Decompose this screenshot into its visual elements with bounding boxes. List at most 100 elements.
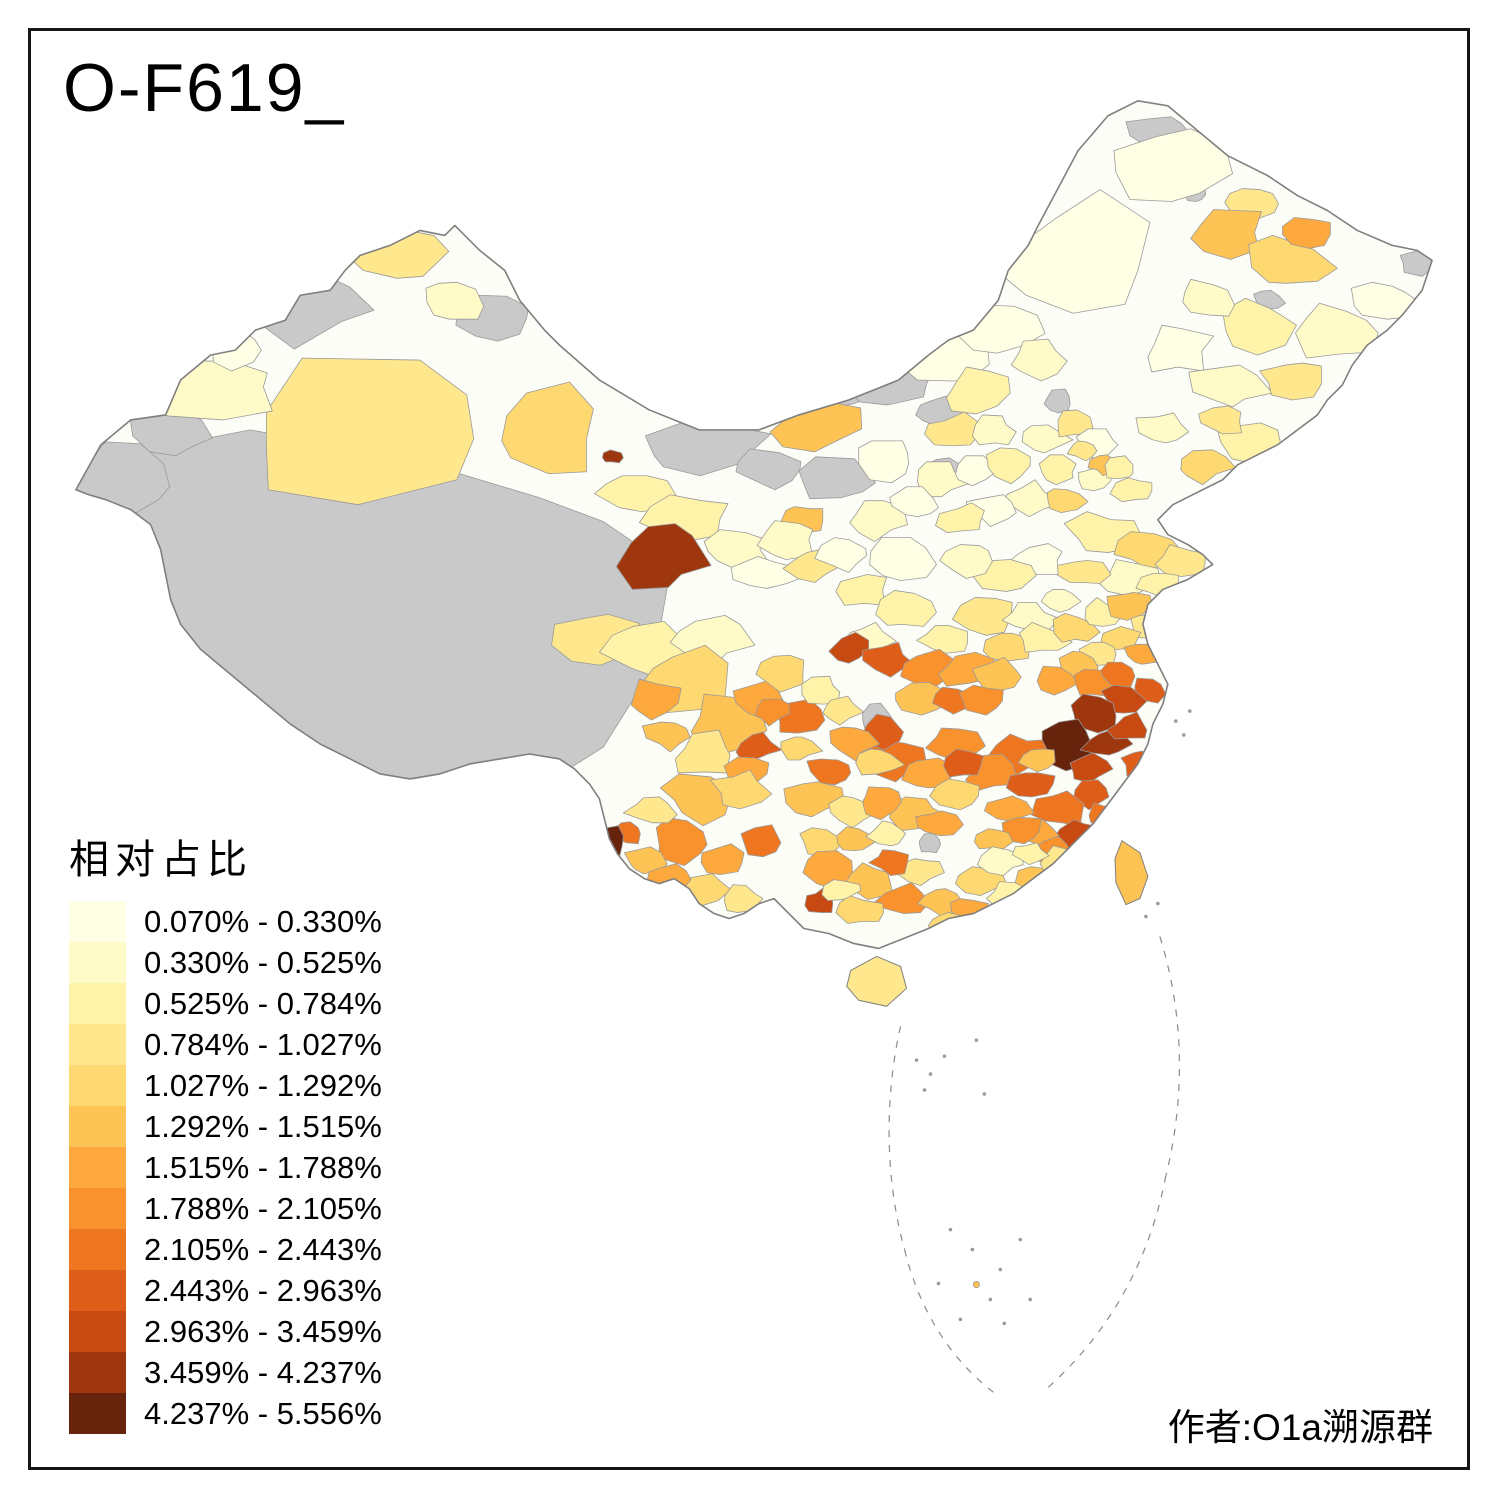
- prefecture-region: [1040, 589, 1082, 613]
- prefecture-region: [674, 729, 731, 774]
- prefecture-region: [868, 849, 909, 877]
- islet-dot: [928, 1072, 933, 1076]
- hainan-island: [846, 955, 908, 1007]
- china-choropleth-map: [75, 100, 1433, 1393]
- legend-label: 2.443% - 2.963%: [144, 1272, 382, 1308]
- legend-title: 相对占比: [69, 838, 253, 882]
- legend-swatch: [69, 1311, 126, 1352]
- islet-dot: [974, 1038, 979, 1042]
- prefecture-region: [806, 758, 852, 786]
- islet-dot: [1181, 733, 1186, 737]
- legend-label: 2.963% - 3.459%: [144, 1313, 382, 1349]
- legend-label: 4.237% - 5.556%: [144, 1395, 382, 1431]
- prefecture-region: [855, 748, 905, 776]
- legend-label: 0.525% - 0.784%: [144, 985, 382, 1021]
- prefecture-region: [1005, 772, 1056, 798]
- prefecture-region: [425, 281, 485, 320]
- prefecture-region: [615, 523, 712, 590]
- islet-dot: [948, 1227, 953, 1232]
- legend-item: 1.515% - 1.788%: [69, 1147, 382, 1188]
- prefecture-region: [939, 544, 993, 579]
- prefecture-region: [1182, 278, 1236, 317]
- islands: [846, 839, 1149, 1007]
- prefecture-region: [916, 624, 968, 654]
- prefecture-region: [1104, 455, 1134, 480]
- prefecture-region: [780, 736, 824, 761]
- author-credit: 作者:O1a溯源群: [1167, 1407, 1433, 1448]
- dashed-maritime-line: [903, 1249, 994, 1393]
- prefecture-region: [1036, 665, 1079, 696]
- legend-item: 1.027% - 1.292%: [69, 1065, 382, 1106]
- prefecture-region: [1014, 866, 1062, 897]
- prefecture-region: [755, 654, 805, 693]
- legend-swatch: [69, 1352, 126, 1393]
- prefecture-region: [862, 641, 910, 678]
- prefecture-region: [869, 537, 937, 581]
- prefecture-region: [1106, 592, 1154, 621]
- legend-swatch: [69, 942, 126, 983]
- prefecture-region: [136, 360, 273, 421]
- prefecture-region: [1190, 209, 1262, 260]
- legend-item: 0.330% - 0.525%: [69, 942, 382, 983]
- prefecture-region: [735, 731, 783, 762]
- islet-dot: [914, 1058, 919, 1062]
- legend-swatch: [69, 1393, 126, 1434]
- islet-dot: [1187, 709, 1192, 713]
- legend-item: 0.070% - 0.330%: [69, 901, 382, 942]
- prefecture-region-nodata: [639, 887, 674, 910]
- prefecture-region: [1057, 409, 1094, 438]
- prefecture-region: [835, 574, 888, 606]
- sea-boundary: [888, 709, 1192, 1393]
- legend-item: 0.525% - 0.784%: [69, 983, 382, 1024]
- prefecture-region: [924, 411, 981, 447]
- prefecture-region: [971, 656, 1022, 692]
- prefecture-region: [821, 879, 862, 901]
- islet-dot: [998, 1267, 1003, 1272]
- prefecture-region: [835, 895, 885, 924]
- prefecture-region: [828, 631, 870, 664]
- prefecture-region: [943, 748, 984, 778]
- legend-item: 1.292% - 1.515%: [69, 1106, 382, 1147]
- prefecture-region: [959, 684, 1004, 716]
- prefecture-region: [1054, 870, 1093, 897]
- legend-label: 3.459% - 4.237%: [144, 1354, 382, 1390]
- legend-swatch: [69, 1065, 126, 1106]
- islet-dot: [1174, 719, 1178, 723]
- islet-dot: [1156, 901, 1160, 906]
- prefecture-region: [935, 502, 985, 534]
- prefecture-region: [858, 440, 909, 484]
- prefecture-region: [985, 447, 1031, 485]
- legend-swatch: [69, 983, 126, 1024]
- islet-dot: [922, 1088, 927, 1092]
- legend: 相对占比 0.070% - 0.330% 0.330% - 0.525% 0.525…: [69, 827, 382, 1434]
- legend-item: 1.788% - 2.105%: [69, 1188, 382, 1229]
- dashed-maritime-line: [888, 1026, 906, 1250]
- prefecture-region: [265, 357, 475, 506]
- prefecture-region: [822, 695, 865, 726]
- prefecture-region: [875, 590, 937, 627]
- prefecture-region: [1198, 405, 1243, 435]
- prefecture-region: [929, 778, 980, 811]
- legend-label: 0.784% - 1.027%: [144, 1026, 382, 1062]
- taiwan-island: [1114, 839, 1149, 906]
- prefecture-region: [971, 414, 1017, 446]
- islet-dot: [1028, 1297, 1033, 1302]
- prefecture-region: [1282, 217, 1331, 249]
- islet-dot: [942, 1054, 947, 1058]
- islet-dot: [1018, 1237, 1023, 1242]
- prefecture-region: [865, 820, 906, 847]
- prefecture-region: [754, 698, 791, 727]
- prefecture-region: [1222, 297, 1297, 356]
- legend-item: 4.237% - 5.556%: [69, 1393, 382, 1434]
- islet-dot: [1144, 914, 1148, 919]
- prefecture-region: [862, 786, 902, 821]
- prefecture-region: [1109, 477, 1153, 503]
- prefecture-region: [602, 449, 624, 464]
- legend-items: 0.070% - 0.330% 0.330% - 0.525% 0.525% - 0…: [69, 901, 382, 1434]
- prefecture-region: [709, 769, 773, 810]
- prefecture-region-nodata: [919, 833, 941, 854]
- prefecture-region: [1188, 364, 1273, 408]
- prefecture-region: [917, 461, 972, 498]
- prefecture-region: [1106, 711, 1148, 740]
- legend-label: 2.105% - 2.443%: [144, 1231, 382, 1267]
